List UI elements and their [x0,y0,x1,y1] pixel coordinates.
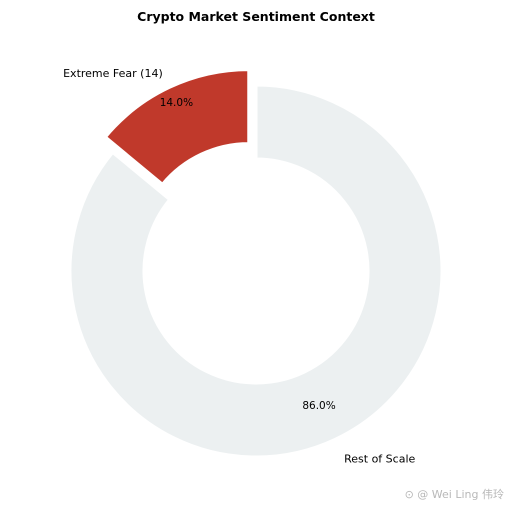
slice-percent-label: 86.0% [302,400,335,412]
slice-category-label: Extreme Fear (14) [63,67,163,80]
slice-extreme-fear [103,68,251,187]
slice-rest-of-scale [68,83,444,459]
slice-category-label: Rest of Scale [344,452,415,465]
chart-title: Crypto Market Sentiment Context [137,9,375,24]
slices [68,68,444,459]
slice-labels: 14.0% Extreme Fear (14) 86.0% Rest of Scale [63,67,415,465]
slice-percent-label: 14.0% [160,97,193,109]
watermark: ⊙ @ Wei Ling 伟玲 [404,488,504,501]
